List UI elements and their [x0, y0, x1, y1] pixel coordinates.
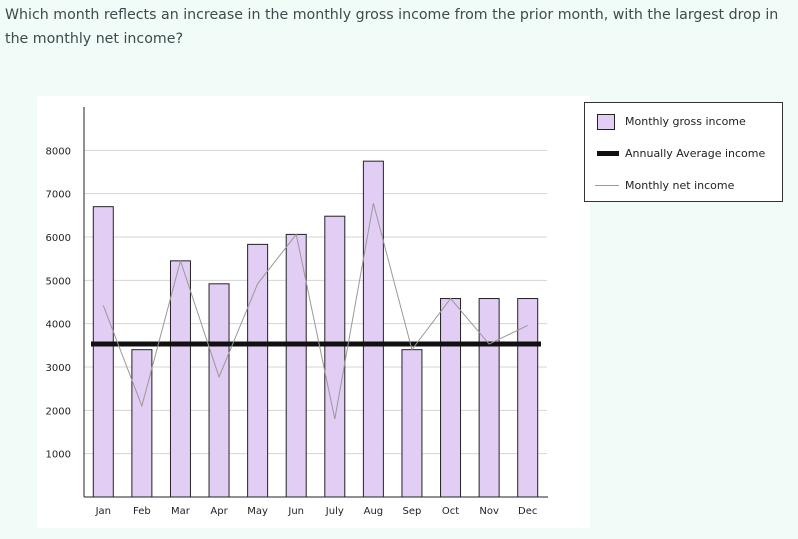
legend-swatch-average: [597, 151, 619, 156]
x-tick-label-aug: Aug: [364, 506, 384, 517]
bar-mar: [169, 260, 191, 498]
bar-nov: [478, 298, 500, 498]
plot-area: [84, 107, 547, 497]
bar-feb: [131, 349, 153, 498]
bar-oct: [440, 298, 462, 498]
legend-item-average: Annually Average income: [585, 144, 782, 164]
bar-sep: [401, 349, 423, 498]
y-tick-label: 2000: [46, 406, 71, 417]
chart-legend: Monthly gross income Annually Average in…: [584, 102, 783, 202]
y-tick-label: 4000: [46, 320, 71, 331]
legend-label-average: Annually Average income: [625, 147, 766, 160]
y-tick-label: 5000: [46, 276, 71, 287]
legend-label-gross: Monthly gross income: [625, 115, 746, 128]
x-tick-label-may: May: [247, 506, 268, 517]
net-income-line: [102, 203, 528, 420]
x-tick-label-apr: Apr: [210, 506, 228, 517]
x-tick-label-dec: Dec: [518, 506, 537, 517]
legend-swatch-net: [595, 185, 619, 186]
bar-may: [247, 243, 269, 498]
y-tick-label: 8000: [46, 146, 71, 157]
x-tick-label-july: July: [325, 506, 344, 517]
bar-aug: [362, 160, 384, 498]
y-tick-label: 7000: [46, 190, 71, 201]
legend-label-net: Monthly net income: [625, 179, 735, 192]
x-tick-label-sep: Sep: [403, 506, 422, 517]
x-tick-label-jun: Jun: [287, 506, 304, 517]
bar-jun: [285, 233, 307, 498]
x-tick-label-nov: Nov: [479, 506, 499, 517]
legend-item-net: Monthly net income: [585, 176, 782, 196]
question-text: Which month reflects an increase in the …: [5, 7, 779, 47]
y-tick-label: 1000: [46, 450, 71, 461]
y-tick-label: 3000: [46, 363, 71, 374]
bar-apr: [208, 283, 230, 498]
bar-july: [324, 215, 346, 498]
x-tick-label-jan: Jan: [95, 506, 111, 517]
gross-net-income-chart: 1000 2000 3000 4000 5000 6000 7000 8000 Jan Feb Ma…: [46, 107, 548, 517]
legend-item-gross: Monthly gross income: [585, 112, 782, 132]
y-tick-label: 6000: [46, 233, 71, 244]
legend-swatch-gross: [597, 114, 615, 130]
x-tick-label-mar: Mar: [171, 506, 191, 517]
chart-panel: 1000 2000 3000 4000 5000 6000 7000 8000 Jan Feb Ma…: [37, 96, 590, 528]
x-tick-label-oct: Oct: [442, 506, 459, 517]
bar-jan: [92, 206, 114, 498]
x-tick-label-feb: Feb: [133, 506, 151, 517]
